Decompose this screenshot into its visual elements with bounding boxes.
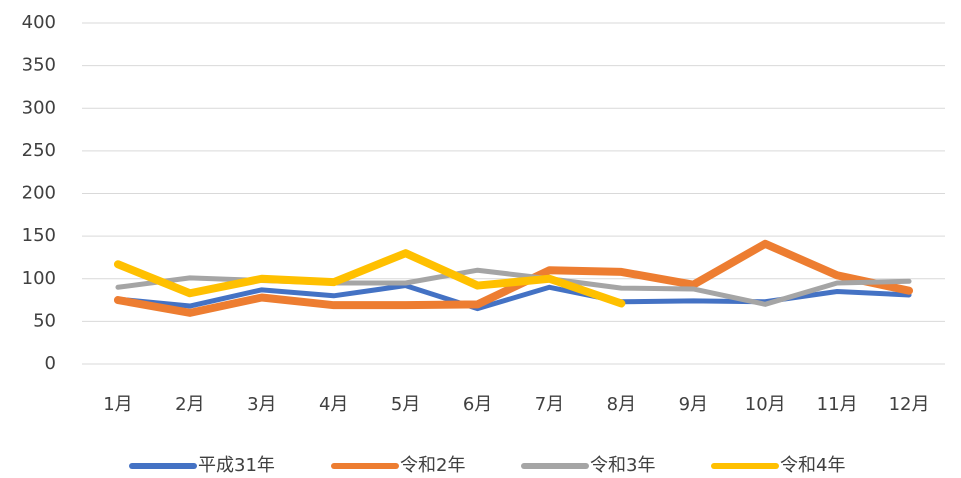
y-tick-label: 50 xyxy=(33,310,56,331)
series-line xyxy=(113,249,626,308)
y-tick-label: 300 xyxy=(22,97,56,118)
y-tick-label: 250 xyxy=(22,140,56,161)
y-tick-label: 350 xyxy=(22,55,56,76)
x-tick-label: 2月 xyxy=(175,394,204,415)
y-tick-label: 0 xyxy=(45,353,56,374)
legend-label: 令和4年 xyxy=(780,455,845,476)
x-tick-label: 10月 xyxy=(745,394,786,415)
y-tick-label: 150 xyxy=(22,225,56,246)
series-line xyxy=(113,239,914,317)
legend-label: 令和2年 xyxy=(400,455,465,476)
x-tick-label: 1月 xyxy=(103,394,132,415)
x-tick-label: 11月 xyxy=(817,394,858,415)
x-tick-label: 9月 xyxy=(679,394,708,415)
x-tick-label: 4月 xyxy=(319,394,348,415)
x-tick-label: 7月 xyxy=(535,394,564,415)
y-tick-label: 200 xyxy=(22,183,56,204)
y-tick-label: 400 xyxy=(22,12,56,33)
x-tick-label: 12月 xyxy=(889,394,930,415)
x-tick-label: 3月 xyxy=(247,394,276,415)
x-tick-label: 8月 xyxy=(607,394,636,415)
x-tick-label: 6月 xyxy=(463,394,492,415)
legend-label: 平成31年 xyxy=(198,455,275,476)
legend-label: 令和3年 xyxy=(590,455,655,476)
x-tick-label: 5月 xyxy=(391,394,420,415)
y-tick-label: 100 xyxy=(22,268,56,289)
